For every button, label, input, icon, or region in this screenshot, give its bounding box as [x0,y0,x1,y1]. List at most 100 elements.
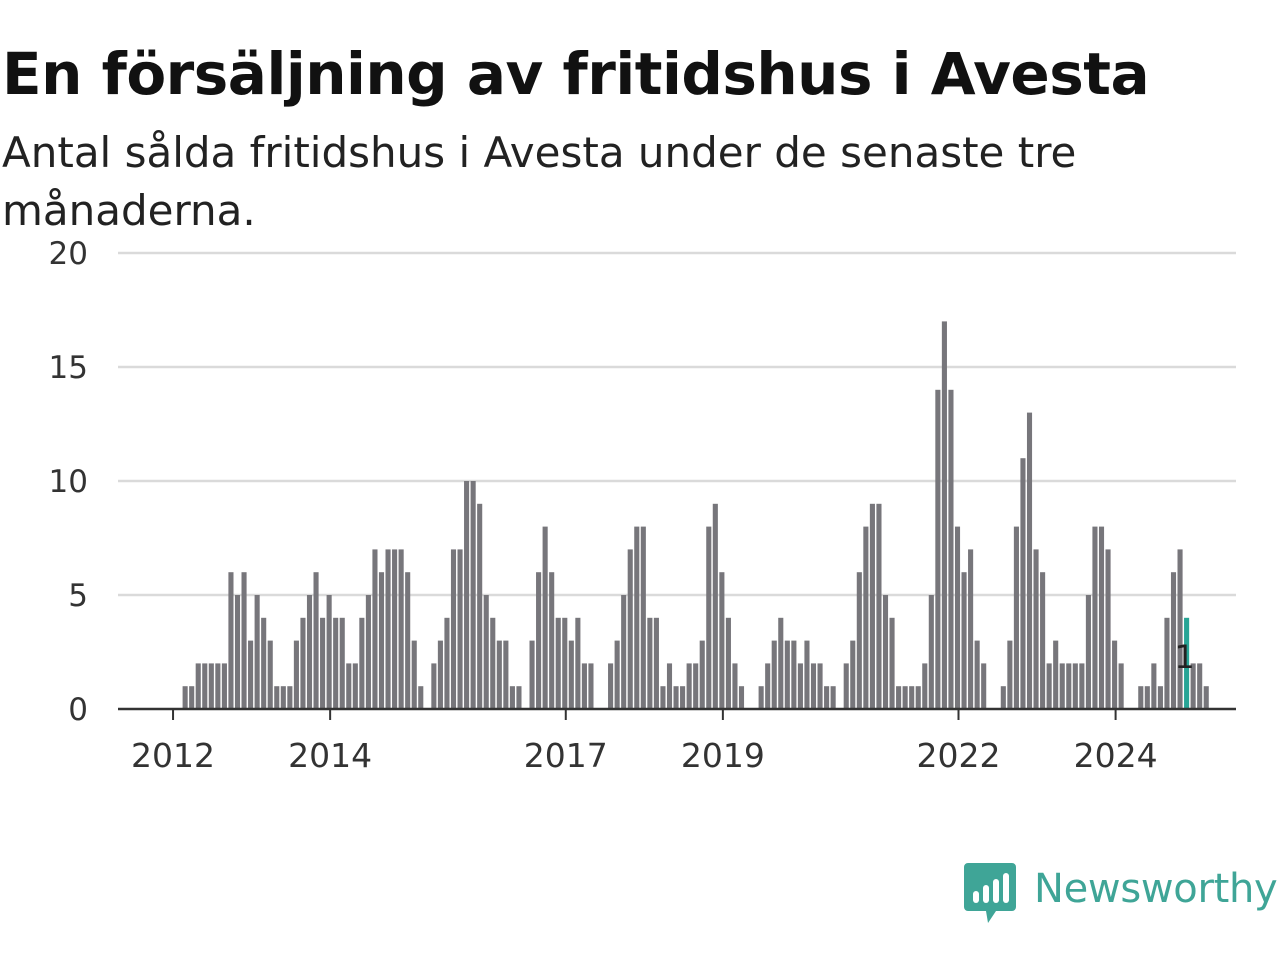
bar [189,686,195,709]
bar [896,686,902,709]
bar [693,663,699,709]
bar [1144,686,1150,709]
bar [254,595,260,709]
bar [1040,572,1046,709]
bar [850,640,856,709]
bar [1085,595,1091,709]
bar [889,617,895,709]
bar [928,595,934,709]
bar [830,686,836,709]
x-tick-label: 2019 [681,736,765,775]
bar [608,663,614,709]
bar [241,572,247,709]
bar [902,686,908,709]
bar [516,686,522,709]
bar [1105,549,1111,709]
bar [1013,526,1019,709]
bar [614,640,620,709]
bar [640,526,646,709]
newsworthy-bar-chart-icon [964,863,1016,923]
bar [856,572,862,709]
chart-subtitle: Antal sålda fritidshus i Avesta under de… [2,128,1077,235]
bar [359,617,365,709]
bar-chart: 0 5 10 15 20 1 2012 2014 2017 2019 2022 2024 [49,236,1236,775]
newsworthy-logo: Newsworthy [964,862,1278,926]
bar [699,640,705,709]
bar [477,503,483,709]
bar [418,686,424,709]
bar [1138,686,1144,709]
bar [274,686,280,709]
bar [182,686,188,709]
bar [542,526,548,709]
bar [863,526,869,709]
bar [568,640,574,709]
bar [215,663,221,709]
bar [464,481,470,709]
bar [503,640,509,709]
bar [660,686,666,709]
bar [234,595,241,709]
bar [941,321,947,709]
bar [306,595,313,709]
bar [686,663,692,709]
bar [712,503,718,709]
gridlines [118,251,1236,597]
bar [280,686,286,709]
bar [1059,663,1065,709]
bar [771,640,777,709]
bar [1020,458,1026,709]
bar [202,663,208,709]
bar [961,572,967,709]
bar [287,686,293,709]
brand-name: Newsworthy [1034,866,1278,912]
bar [843,663,849,709]
bar [313,572,319,709]
bar [1007,640,1013,709]
bar [575,617,581,709]
bar [333,617,339,709]
bar [437,640,443,709]
bar [627,549,633,709]
bar [267,640,273,709]
x-tick-label: 2024 [1074,736,1158,775]
axes: 0 5 10 15 20 1 2012 2014 2017 2019 2022 2024 [49,236,1236,775]
bar [378,572,385,709]
bar [385,549,391,709]
bar [706,526,712,709]
x-tick-label: 2017 [524,736,608,775]
bar [1118,663,1124,709]
bar [320,617,326,709]
bar [621,595,627,709]
bar-value-label: 1 [1174,638,1194,676]
bar [647,617,653,709]
bar [1072,663,1078,709]
x-tick-label: 2014 [288,736,372,775]
bar [732,663,738,709]
bar [509,686,515,709]
bar [470,481,476,709]
bar [1079,663,1085,709]
bar [804,640,810,709]
y-tick-label: 0 [68,692,88,728]
bar [810,663,817,709]
bar [968,549,974,709]
bar [935,389,941,709]
y-tick-label: 15 [49,350,88,386]
bar [490,617,496,709]
bar [824,686,830,709]
bar [666,663,673,709]
bar [372,549,378,709]
bar [411,640,417,709]
bar [365,595,371,709]
bar [248,640,254,709]
bar [431,663,437,709]
bar [1046,663,1052,709]
bar [738,686,745,709]
bar [765,663,771,709]
bar [529,640,535,709]
bar [450,549,457,709]
bar [261,617,267,709]
bar [483,595,489,709]
bar [346,663,352,709]
